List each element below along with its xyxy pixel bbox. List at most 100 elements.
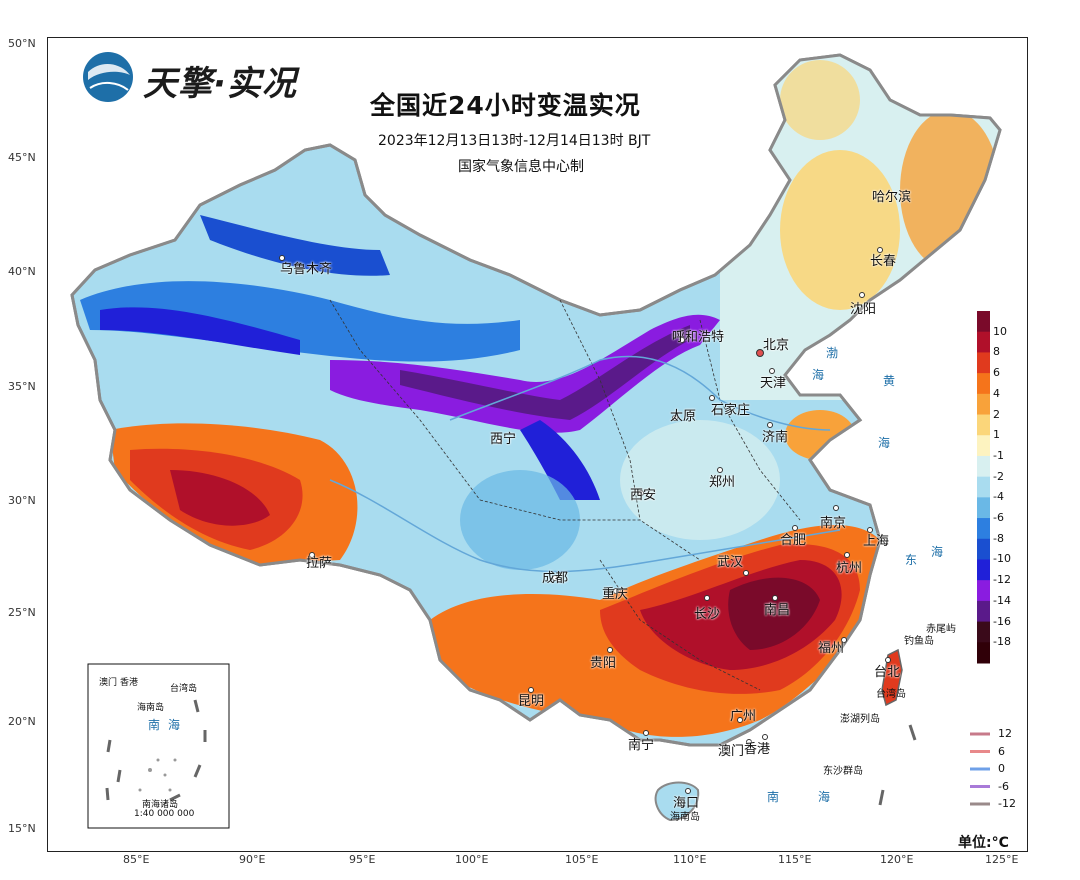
colorbar-swatch — [977, 476, 990, 498]
colorbar-tick-label: -10 — [993, 552, 1011, 566]
inset-water-label: 海 — [168, 718, 181, 732]
inset-label-hongkong: 香港 — [120, 678, 139, 688]
city-label-taiyuan: 太原 — [670, 409, 697, 424]
colorbar-swatch — [977, 435, 990, 457]
rivers — [329, 355, 841, 573]
colorbar-tick-label: 8 — [993, 345, 1000, 359]
taiwan-island — [881, 648, 903, 707]
city-label-kunming: 昆明 — [518, 694, 545, 709]
colorbar-tick-label: -4 — [993, 490, 1004, 504]
south-china-sea-inset — [87, 663, 230, 829]
city-label-wuhan: 武汉 — [717, 555, 744, 570]
lon-label: 90°E — [239, 853, 266, 866]
city-label-taipei: 台北 — [874, 665, 901, 680]
inset-label-macau: 澳门 — [99, 678, 118, 688]
city-label-chengdu: 成都 — [542, 571, 569, 586]
city-label-nanning: 南宁 — [628, 738, 655, 753]
place-label-dongsha: 东沙群岛 — [823, 766, 863, 777]
city-label-jinan: 济南 — [762, 430, 789, 445]
lon-label: 110°E — [673, 853, 707, 866]
colorbar-tick-label: -12 — [993, 573, 1011, 587]
city-label-nanchang: 南昌 — [764, 603, 791, 618]
water-label: 海 — [931, 545, 944, 559]
inset-scale: 1:40 000 000 — [134, 809, 195, 819]
inset-islands — [138, 758, 177, 792]
colorbar-swatch — [977, 642, 990, 664]
city-label-shijiazhuang: 石家庄 — [711, 403, 751, 418]
colorbar-swatch — [977, 538, 990, 560]
colorbar-tick-label: -6 — [993, 511, 1004, 525]
isotherm-legend-label: -6 — [998, 779, 1009, 793]
lon-label: 125°E — [985, 853, 1019, 866]
isotherm-legend — [970, 732, 990, 806]
colorbar-swatch — [977, 497, 990, 519]
colorbar-swatch — [977, 518, 990, 540]
city-markers — [279, 247, 891, 794]
city-label-urumqi: 乌鲁木齐 — [280, 262, 333, 277]
lon-label: 120°E — [880, 853, 914, 866]
city-label-shanghai: 上海 — [863, 534, 890, 549]
colorbar-swatch — [977, 393, 990, 416]
lat-label: 30°N — [8, 494, 36, 507]
water-label: 海 — [818, 790, 831, 804]
city-label-guangzhou: 广州 — [730, 709, 757, 724]
city-label-beijing: 北京 — [763, 338, 790, 353]
place-label-penghu: 澎湖列岛 — [840, 714, 880, 725]
colorbar-tick-label: 6 — [993, 366, 1000, 380]
logo-globe-icon — [83, 52, 133, 102]
map-title: 全国近24小时变温实况 — [370, 91, 641, 120]
lat-label: 45°N — [8, 151, 36, 164]
colorbar-tick-label: -18 — [993, 635, 1011, 649]
colorbar-tick-label: -8 — [993, 531, 1004, 545]
isotherm-legend-label: 6 — [998, 744, 1005, 758]
city-label-changchun: 长春 — [870, 254, 897, 269]
water-label: 南 — [767, 790, 780, 804]
colorbar-legend — [977, 311, 990, 664]
logo-text: 天擎·实况 — [143, 64, 297, 104]
lat-label: 20°N — [8, 715, 36, 728]
producer: 国家气象信息中心制 — [458, 159, 584, 175]
colorbar-tick-label: -1 — [993, 448, 1004, 462]
isotherm-legend-label: -12 — [998, 797, 1016, 810]
city-label-xian: 西安 — [630, 488, 657, 503]
inset-label-islands: 南海诸岛 — [142, 800, 179, 810]
city-label-guiyang: 贵阳 — [590, 656, 617, 671]
colorbar-swatch — [977, 414, 990, 436]
place-label-hainan: 海南岛 — [670, 812, 700, 823]
colorbar-swatch — [977, 559, 990, 581]
colorbar-swatch — [977, 621, 990, 643]
national-border — [70, 53, 1002, 747]
water-label: 东 — [905, 553, 918, 567]
water-label: 渤 — [826, 346, 839, 360]
place-label-chiwei: 赤尾屿 — [926, 624, 956, 635]
isotherm-legend-label: 12 — [998, 727, 1012, 740]
colorbar-swatch — [977, 352, 990, 374]
city-label-harbin: 哈尔滨 — [872, 190, 912, 205]
inset-label-taiwan: 台湾岛 — [170, 684, 198, 694]
colorbar-swatch — [977, 455, 990, 478]
colorbar-tick-label: 2 — [993, 407, 1000, 421]
colorbar-tick-label: -14 — [993, 593, 1011, 607]
city-label-hohhot: 呼和浩特 — [672, 330, 725, 345]
city-label-macau: 澳门 — [718, 744, 745, 759]
inset-label-hainan: 海南岛 — [137, 703, 165, 713]
city-label-nanjing: 南京 — [820, 516, 847, 531]
time-range: 2023年12月13日13时-12月14日13时 BJT — [378, 133, 651, 149]
city-label-shenyang: 沈阳 — [850, 302, 877, 317]
city-label-fuzhou: 福州 — [818, 641, 845, 656]
city-label-chongqing: 重庆 — [602, 587, 629, 602]
water-label: 海 — [812, 368, 825, 382]
unit-label: 单位:°C — [958, 835, 1009, 851]
province-borders — [329, 299, 801, 691]
colorbar-tick-label: -2 — [993, 469, 1004, 483]
lat-label: 25°N — [8, 606, 36, 619]
city-label-hongkong: 香港 — [744, 742, 771, 757]
colorbar-swatch — [977, 311, 990, 333]
lat-label: 50°N — [8, 37, 36, 50]
city-label-hangzhou: 杭州 — [836, 561, 863, 576]
lon-label: 105°E — [565, 853, 599, 866]
lat-label: 40°N — [8, 265, 36, 278]
colorbar-tick-label: 1 — [993, 428, 1000, 442]
nine-dash-line — [105, 699, 917, 806]
